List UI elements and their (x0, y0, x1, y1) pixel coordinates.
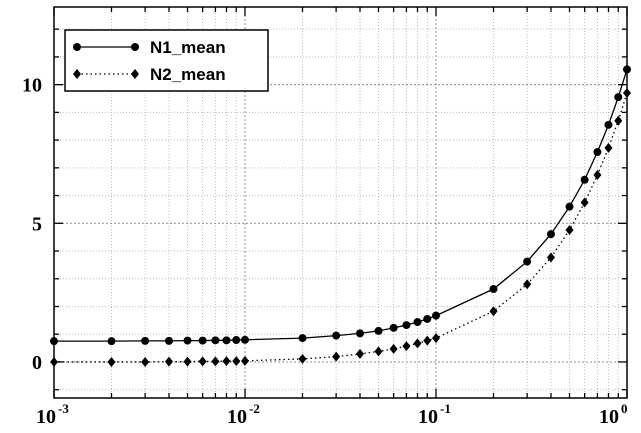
series-N2_mean-point (604, 142, 613, 153)
series-N2_mean-point (141, 356, 150, 367)
series-N1_mean-point (432, 311, 440, 320)
series-N2_mean-point (198, 356, 207, 367)
series-N2_mean-point (211, 356, 220, 367)
series-N1_mean-point (623, 65, 631, 74)
series-N1_mean-point (423, 314, 432, 323)
series-N1_mean-point (546, 230, 555, 239)
legend-n1-label: N1_mean (150, 38, 226, 57)
plot-frame (53, 6, 628, 399)
series-N1_mean-point (489, 285, 498, 294)
series-N1_mean-point (50, 337, 58, 346)
series-N2_mean-point (183, 356, 192, 367)
series-N2_mean-point (107, 356, 116, 367)
series-N2_mean-point (546, 252, 555, 263)
legend-n1-marker-right (131, 43, 139, 51)
series-N1_mean-point (355, 329, 364, 338)
y-tick-label: 5 (32, 213, 42, 235)
y-tick-label: 0 (32, 352, 42, 374)
series-N1_mean-point (211, 336, 220, 345)
series-N2_mean-point (232, 356, 241, 367)
series-N1_mean-point (183, 336, 192, 345)
series-N1_mean-point (232, 336, 241, 345)
series-N1_mean-line (54, 69, 628, 342)
series-N2_mean-point (565, 224, 574, 235)
series-N2_mean-point (593, 170, 602, 181)
series-N1_mean-point (604, 120, 613, 129)
series-N2_mean-point (402, 341, 411, 352)
legend: N1_mean N2_mean (64, 29, 269, 92)
y-tick-label: 10 (22, 75, 42, 97)
series-N1_mean-point (298, 334, 307, 343)
series-N2_mean-point (523, 279, 532, 290)
series-N1_mean-point (241, 335, 249, 344)
x-tick-label-exponent: -3 (58, 401, 69, 416)
series-N2_mean-point (423, 335, 432, 346)
series-N2_mean-point (413, 338, 422, 349)
axes (53, 6, 628, 399)
series-N1_mean-point (593, 148, 602, 157)
series-N2_mean-line (54, 92, 628, 363)
series-N2_mean-point (332, 351, 341, 362)
x-tick-label: 10 (418, 406, 438, 428)
series-N2_mean-point (614, 115, 623, 126)
series-N1_mean-point (222, 336, 231, 345)
series-N2_mean-point (432, 333, 440, 344)
series-N1_mean-point (141, 336, 150, 345)
series-N2_mean-point (355, 348, 364, 359)
series-N2_mean-point (298, 353, 307, 364)
series-N1_mean-point (565, 202, 574, 211)
series-N2_mean-point (50, 356, 58, 367)
series-N1_mean-point (413, 318, 422, 327)
legend-box (64, 29, 269, 92)
series-layer (50, 65, 631, 367)
x-tick-label: 10 (227, 406, 247, 428)
series-N1_mean-point (107, 337, 116, 346)
series-N2_mean-point (222, 356, 231, 367)
series-N2_mean-point (374, 346, 383, 357)
legend-n2-label: N2_mean (150, 65, 226, 84)
series-N2_mean-point (580, 197, 589, 208)
legend-n2-marker-left (73, 69, 81, 79)
series-N1_mean-point (580, 175, 589, 184)
legend-n2-marker-right (131, 69, 139, 79)
series-N1_mean-point (332, 331, 341, 340)
series-N2_mean-point (241, 355, 249, 366)
series-N1_mean-point (164, 336, 173, 345)
series-N1_mean-point (374, 326, 383, 335)
x-tick-label-exponent: 0 (621, 401, 628, 416)
series-N1_mean-point (198, 336, 207, 345)
series-N2_mean-point (623, 87, 631, 98)
series-N2_mean-point (389, 343, 398, 354)
series-N1_mean-point (389, 323, 398, 332)
series-N1_mean-point (523, 257, 532, 266)
series-N1_mean-point (614, 93, 623, 102)
series-N2_mean-point (489, 306, 498, 317)
legend-n1-marker-left (73, 43, 81, 51)
x-tick-label: 10 (36, 406, 56, 428)
x-tick-label: 10 (599, 406, 619, 428)
series-N2_mean-point (164, 356, 173, 367)
x-tick-label-exponent: -2 (249, 401, 260, 416)
x-tick-label-exponent: -1 (440, 401, 451, 416)
series-N1_mean-point (402, 321, 411, 330)
